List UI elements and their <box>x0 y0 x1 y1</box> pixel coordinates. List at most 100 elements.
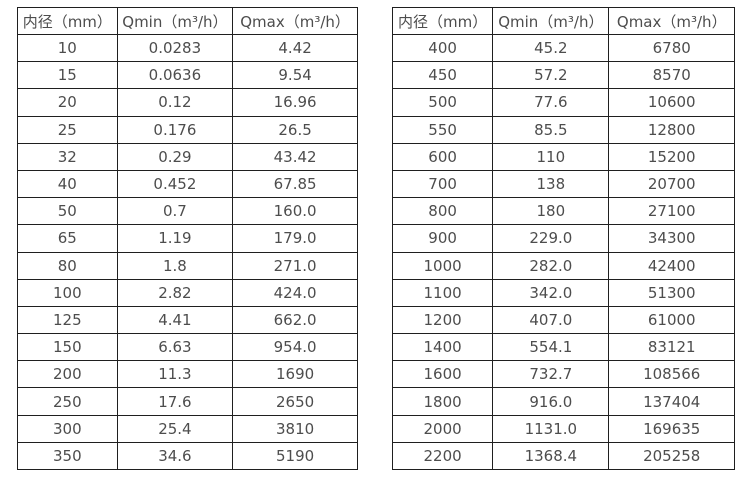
header-cell: Qmax（m³/h） <box>608 7 735 35</box>
table-row: 15 0.0636 9.54 <box>17 61 358 90</box>
table-cell: 1000 <box>391 251 494 280</box>
table-row: 350 34.6 5190 <box>17 441 358 471</box>
flow-spec-table-small-diameter: 内径（mm） Qmin（m³/h） Qmax（m³/h） 10 0.0283 4.42 15… <box>17 7 358 471</box>
table-cell: 8570 <box>608 61 735 90</box>
table-cell: 800 <box>391 197 494 226</box>
table-cell: 17.6 <box>116 387 234 416</box>
table-cell: 180 <box>492 197 610 226</box>
table-row: 500 77.6 10600 <box>391 88 735 117</box>
header-cell: 内径（mm） <box>17 7 118 35</box>
table-cell: 550 <box>391 115 494 144</box>
table-cell: 350 <box>17 441 118 471</box>
table-cell: 61000 <box>608 305 735 335</box>
table-cell: 4.42 <box>232 33 358 63</box>
table-cell: 424.0 <box>232 278 358 307</box>
table-row: 1100 342.0 51300 <box>391 278 735 307</box>
header-row: 内径（mm） Qmin（m³/h） Qmax（m³/h） <box>391 7 735 35</box>
table-cell: 16.96 <box>232 88 358 117</box>
table-cell: 1368.4 <box>492 441 610 471</box>
table-cell: 20 <box>17 88 118 117</box>
table-cell: 27100 <box>608 197 735 226</box>
table-cell: 4.41 <box>116 305 234 335</box>
table-cell: 51300 <box>608 278 735 307</box>
table-row: 2200 1368.4 205258 <box>391 441 735 471</box>
table-cell: 229.0 <box>492 224 610 253</box>
table-cell: 916.0 <box>492 387 610 416</box>
table-cell: 0.452 <box>116 169 234 199</box>
table-cell: 85.5 <box>492 115 610 144</box>
table-cell: 65 <box>17 224 118 253</box>
table-cell: 10600 <box>608 88 735 117</box>
table-cell: 1131.0 <box>492 414 610 443</box>
table-row: 25 0.176 26.5 <box>17 115 358 144</box>
table-cell: 1200 <box>391 305 494 335</box>
table-cell: 1690 <box>232 360 358 389</box>
table-row: 80 1.8 271.0 <box>17 251 358 280</box>
table-cell: 11.3 <box>116 360 234 389</box>
table-cell: 12800 <box>608 115 735 144</box>
header-cell: Qmin（m³/h） <box>116 7 234 35</box>
table-row: 65 1.19 179.0 <box>17 224 358 253</box>
table-row: 200 11.3 1690 <box>17 360 358 389</box>
table-cell: 900 <box>391 224 494 253</box>
table-cell: 450 <box>391 61 494 90</box>
table-cell: 10 <box>17 33 118 63</box>
table-cell: 2000 <box>391 414 494 443</box>
table-cell: 1100 <box>391 278 494 307</box>
table-row: 2000 1131.0 169635 <box>391 414 735 443</box>
table-cell: 300 <box>17 414 118 443</box>
table-cell: 200 <box>17 360 118 389</box>
table-cell: 9.54 <box>232 61 358 90</box>
table-cell: 0.0283 <box>116 33 234 63</box>
table-cell: 205258 <box>608 441 735 471</box>
table-cell: 67.85 <box>232 169 358 199</box>
table-cell: 20700 <box>608 169 735 199</box>
table-row: 1800 916.0 137404 <box>391 387 735 416</box>
table-cell: 732.7 <box>492 360 610 389</box>
table-row: 10 0.0283 4.42 <box>17 33 358 63</box>
table-cell: 160.0 <box>232 197 358 226</box>
table-cell: 15200 <box>608 142 735 171</box>
table-cell: 138 <box>492 169 610 199</box>
header-cell: Qmin（m³/h） <box>492 7 610 35</box>
table-row: 400 45.2 6780 <box>391 33 735 63</box>
table-row: 450 57.2 8570 <box>391 61 735 90</box>
table-cell: 100 <box>17 278 118 307</box>
table-cell: 6780 <box>608 33 735 63</box>
table-row: 125 4.41 662.0 <box>17 305 358 335</box>
table-cell: 1800 <box>391 387 494 416</box>
table-cell: 600 <box>391 142 494 171</box>
table-cell: 40 <box>17 169 118 199</box>
table-cell: 954.0 <box>232 333 358 362</box>
table-cell: 6.63 <box>116 333 234 362</box>
table-cell: 43.42 <box>232 142 358 171</box>
table-cell: 662.0 <box>232 305 358 335</box>
table-cell: 0.12 <box>116 88 234 117</box>
table-cell: 2200 <box>391 441 494 471</box>
table-cell: 554.1 <box>492 333 610 362</box>
table-cell: 34300 <box>608 224 735 253</box>
table-cell: 25 <box>17 115 118 144</box>
table-cell: 700 <box>391 169 494 199</box>
table-row: 900 229.0 34300 <box>391 224 735 253</box>
table-cell: 1400 <box>391 333 494 362</box>
table-cell: 125 <box>17 305 118 335</box>
table-row: 800 180 27100 <box>391 197 735 226</box>
table-cell: 110 <box>492 142 610 171</box>
table-row: 600 110 15200 <box>391 142 735 171</box>
table-row: 1400 554.1 83121 <box>391 333 735 362</box>
table-row: 150 6.63 954.0 <box>17 333 358 362</box>
table-cell: 57.2 <box>492 61 610 90</box>
table-row: 1600 732.7 108566 <box>391 360 735 389</box>
header-row: 内径（mm） Qmin（m³/h） Qmax（m³/h） <box>17 7 358 35</box>
table-row: 1200 407.0 61000 <box>391 305 735 335</box>
table-cell: 1.8 <box>116 251 234 280</box>
table-cell: 250 <box>17 387 118 416</box>
table-cell: 32 <box>17 142 118 171</box>
table-row: 32 0.29 43.42 <box>17 142 358 171</box>
table-cell: 108566 <box>608 360 735 389</box>
table-cell: 500 <box>391 88 494 117</box>
table-row: 40 0.452 67.85 <box>17 169 358 199</box>
table-cell: 50 <box>17 197 118 226</box>
table-cell: 83121 <box>608 333 735 362</box>
